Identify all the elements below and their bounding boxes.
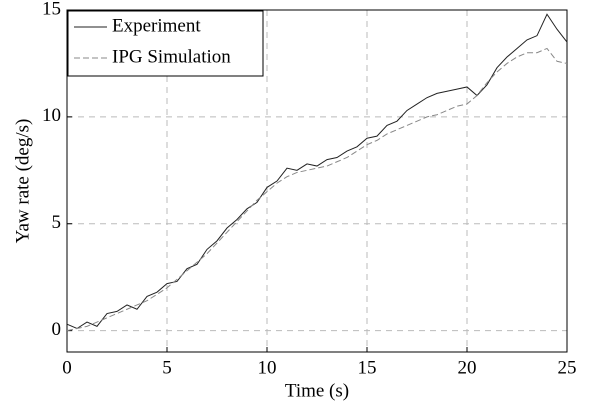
y-tick-label: 15	[42, 0, 61, 19]
legend-label: IPG Simulation	[112, 46, 231, 67]
x-tick-label: 10	[258, 357, 277, 378]
data-line	[66, 13, 568, 330]
x-axis-label: Time (s)	[285, 380, 349, 401]
y-axis-label: Yaw rate (deg/s)	[12, 119, 33, 244]
plot-frame	[66, 9, 568, 353]
x-tick-label: 0	[62, 357, 72, 378]
y-tick-label: 0	[52, 319, 62, 340]
data-line	[66, 47, 568, 332]
y-tick-label: 10	[42, 105, 61, 126]
y-tick-label: 5	[52, 212, 62, 233]
x-tick-label: 5	[162, 357, 172, 378]
x-tick-label: 25	[558, 357, 577, 378]
x-tick-label: 15	[358, 357, 377, 378]
x-tick-label: 20	[458, 357, 477, 378]
legend-label: Experiment	[112, 15, 201, 36]
legend-box	[67, 10, 264, 77]
